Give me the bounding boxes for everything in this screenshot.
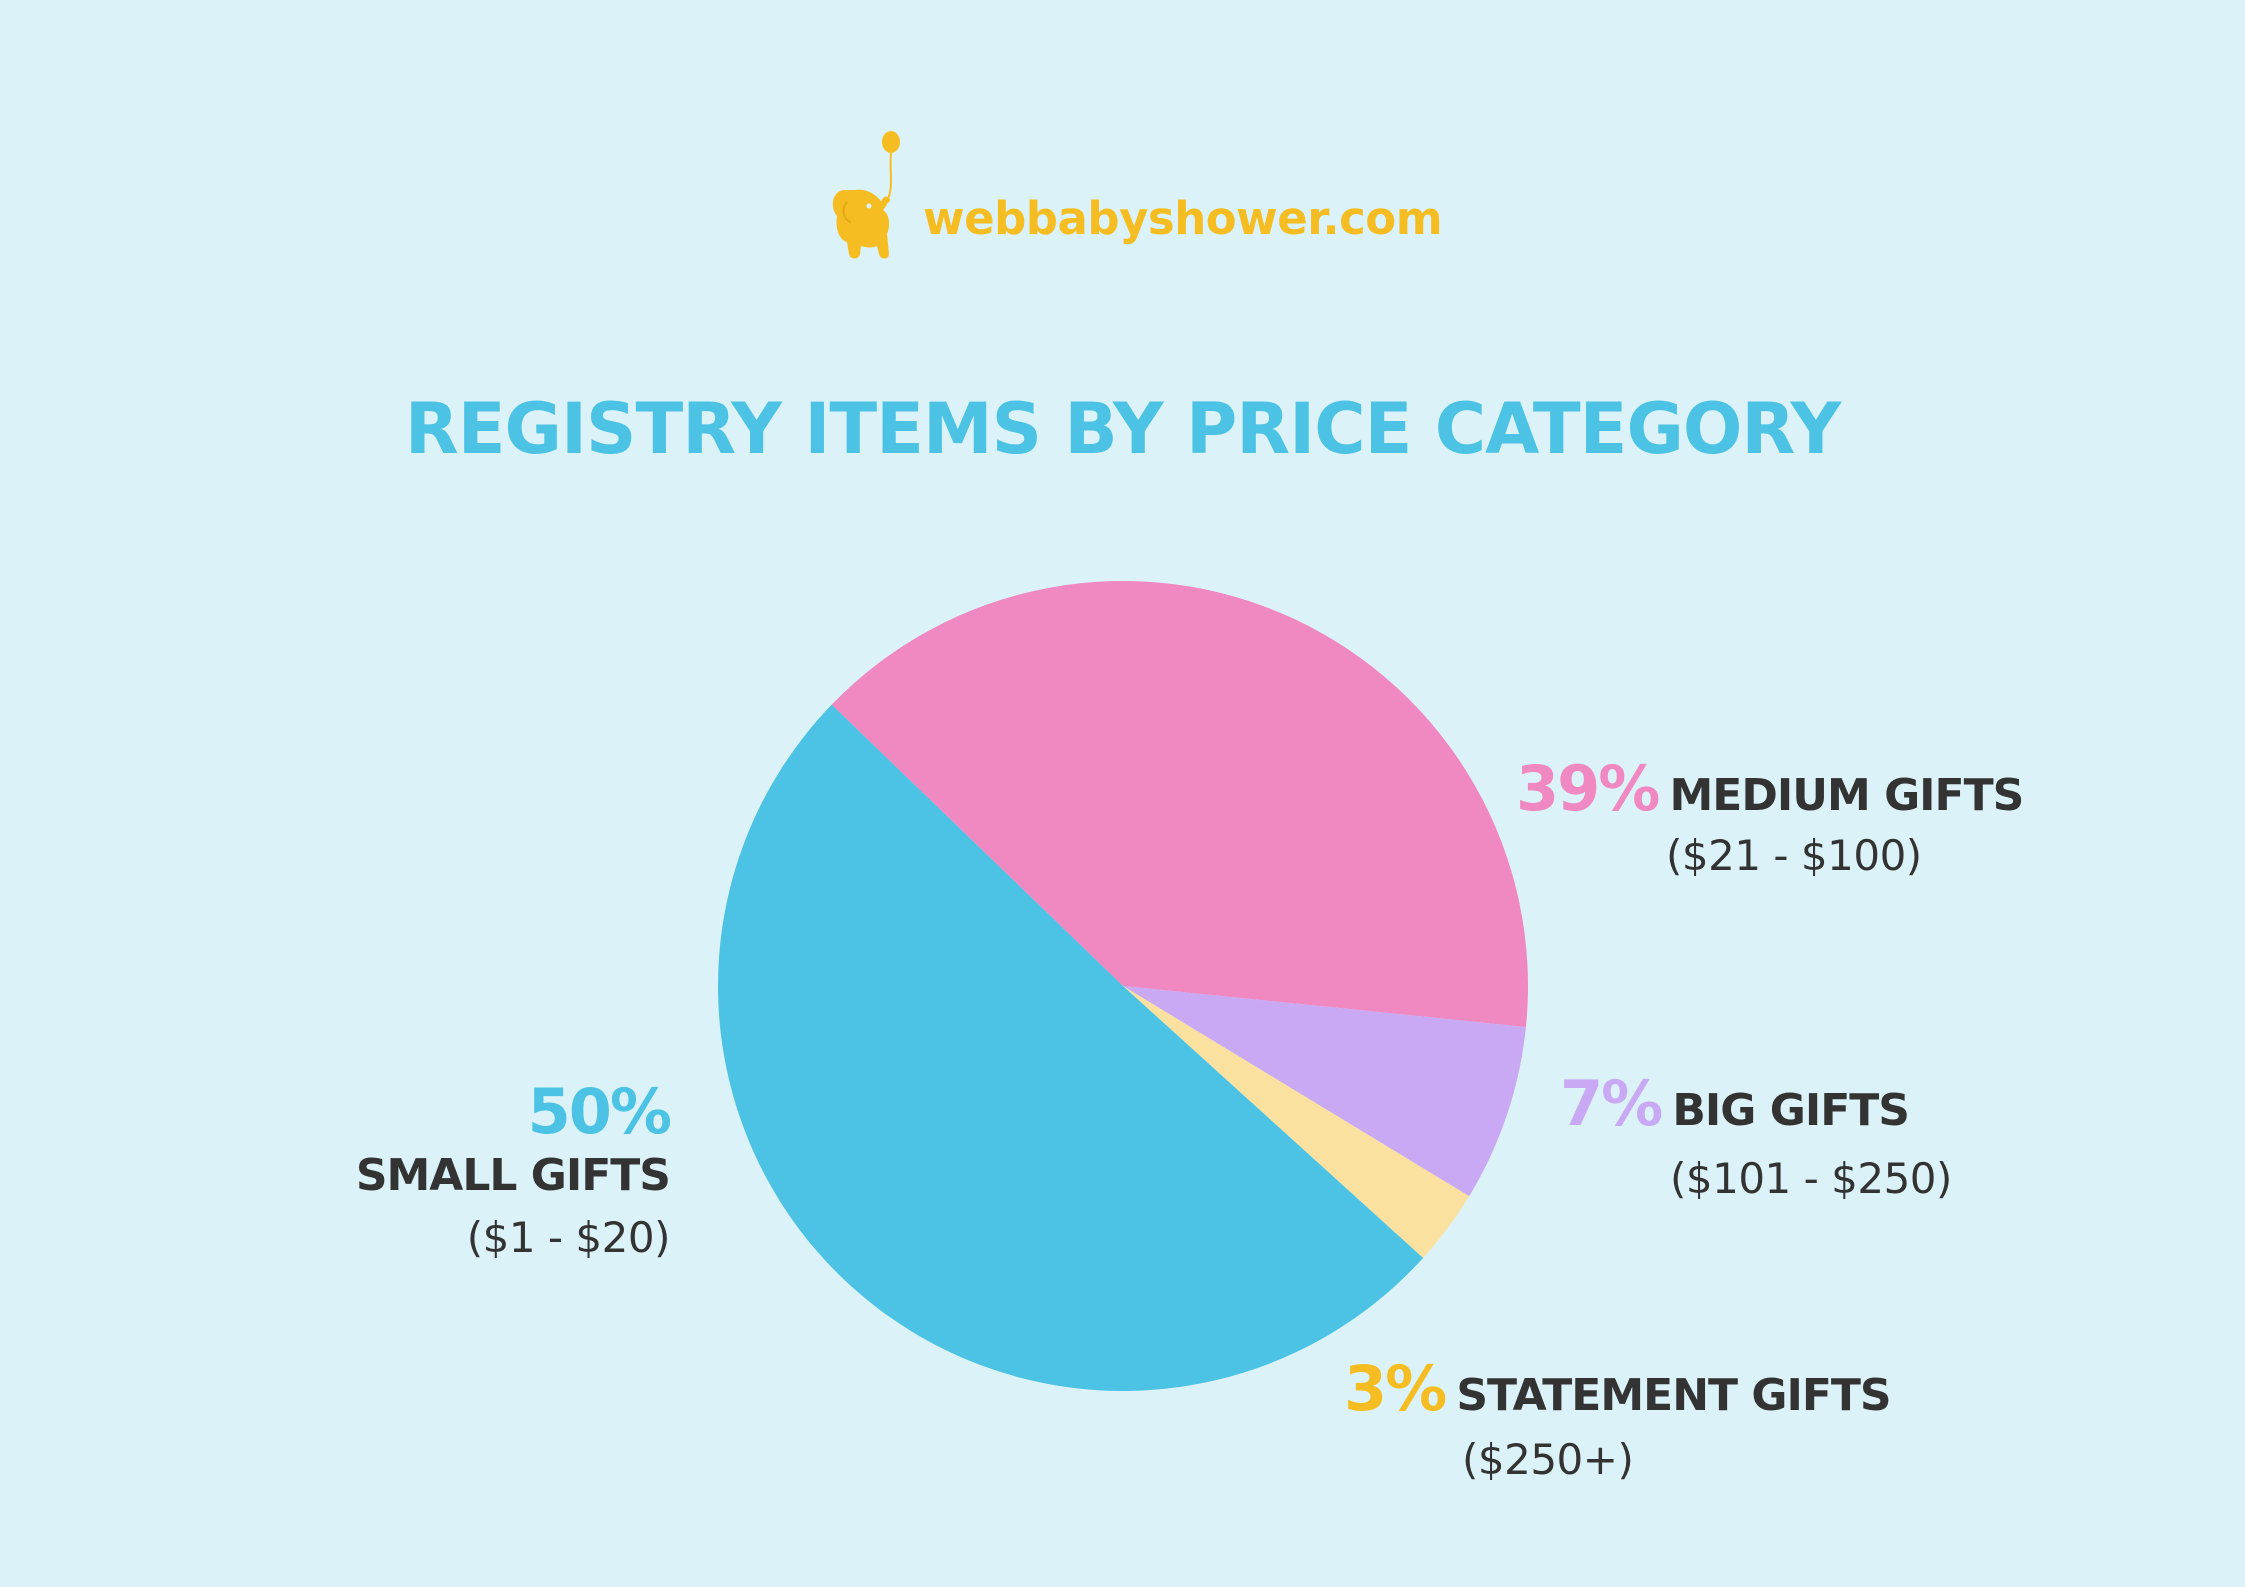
pie-slice-big-gifts (1123, 986, 1526, 1197)
pct-medium-gifts: 39% (1516, 752, 1660, 825)
range-medium-gifts: ($21 - $100) (1666, 831, 1922, 880)
pie-slice-medium-gifts (831, 580, 1528, 1028)
name-medium-gifts: MEDIUM GIFTS (1669, 770, 2025, 821)
range-small-gifts: ($1 - $20) (466, 1213, 671, 1262)
label-medium-gifts: 39% MEDIUM GIFTS ($21 - $100) (1516, 752, 2025, 880)
chart-title: REGISTRY ITEMS BY PRICE CATEGORY (404, 388, 1841, 470)
elephant-balloon-icon (832, 131, 900, 259)
pct-statement-gifts: 3% (1344, 1352, 1447, 1425)
label-small-gifts: 50% SMALL GIFTS ($1 - $20) (355, 1075, 672, 1262)
name-statement-gifts: STATEMENT GIFTS (1456, 1370, 1891, 1421)
range-statement-gifts: ($250+) (1462, 1435, 1634, 1484)
range-big-gifts: ($101 - $250) (1670, 1154, 1952, 1203)
brand-logo[interactable]: webbabyshower.com (825, 128, 1443, 268)
name-small-gifts: SMALL GIFTS (355, 1150, 671, 1201)
label-big-gifts: 7% BIG GIFTS ($101 - $250) (1560, 1067, 1952, 1203)
pct-small-gifts: 50% (527, 1075, 672, 1148)
brand-name: webbabyshower.com (923, 191, 1443, 245)
pie-slice-small-gifts (718, 704, 1424, 1391)
pie-slice-statement-gifts (1123, 986, 1470, 1258)
name-big-gifts: BIG GIFTS (1672, 1085, 1910, 1136)
label-statement-gifts: 3% STATEMENT GIFTS ($250+) (1344, 1352, 1892, 1484)
pct-big-gifts: 7% (1560, 1067, 1663, 1140)
